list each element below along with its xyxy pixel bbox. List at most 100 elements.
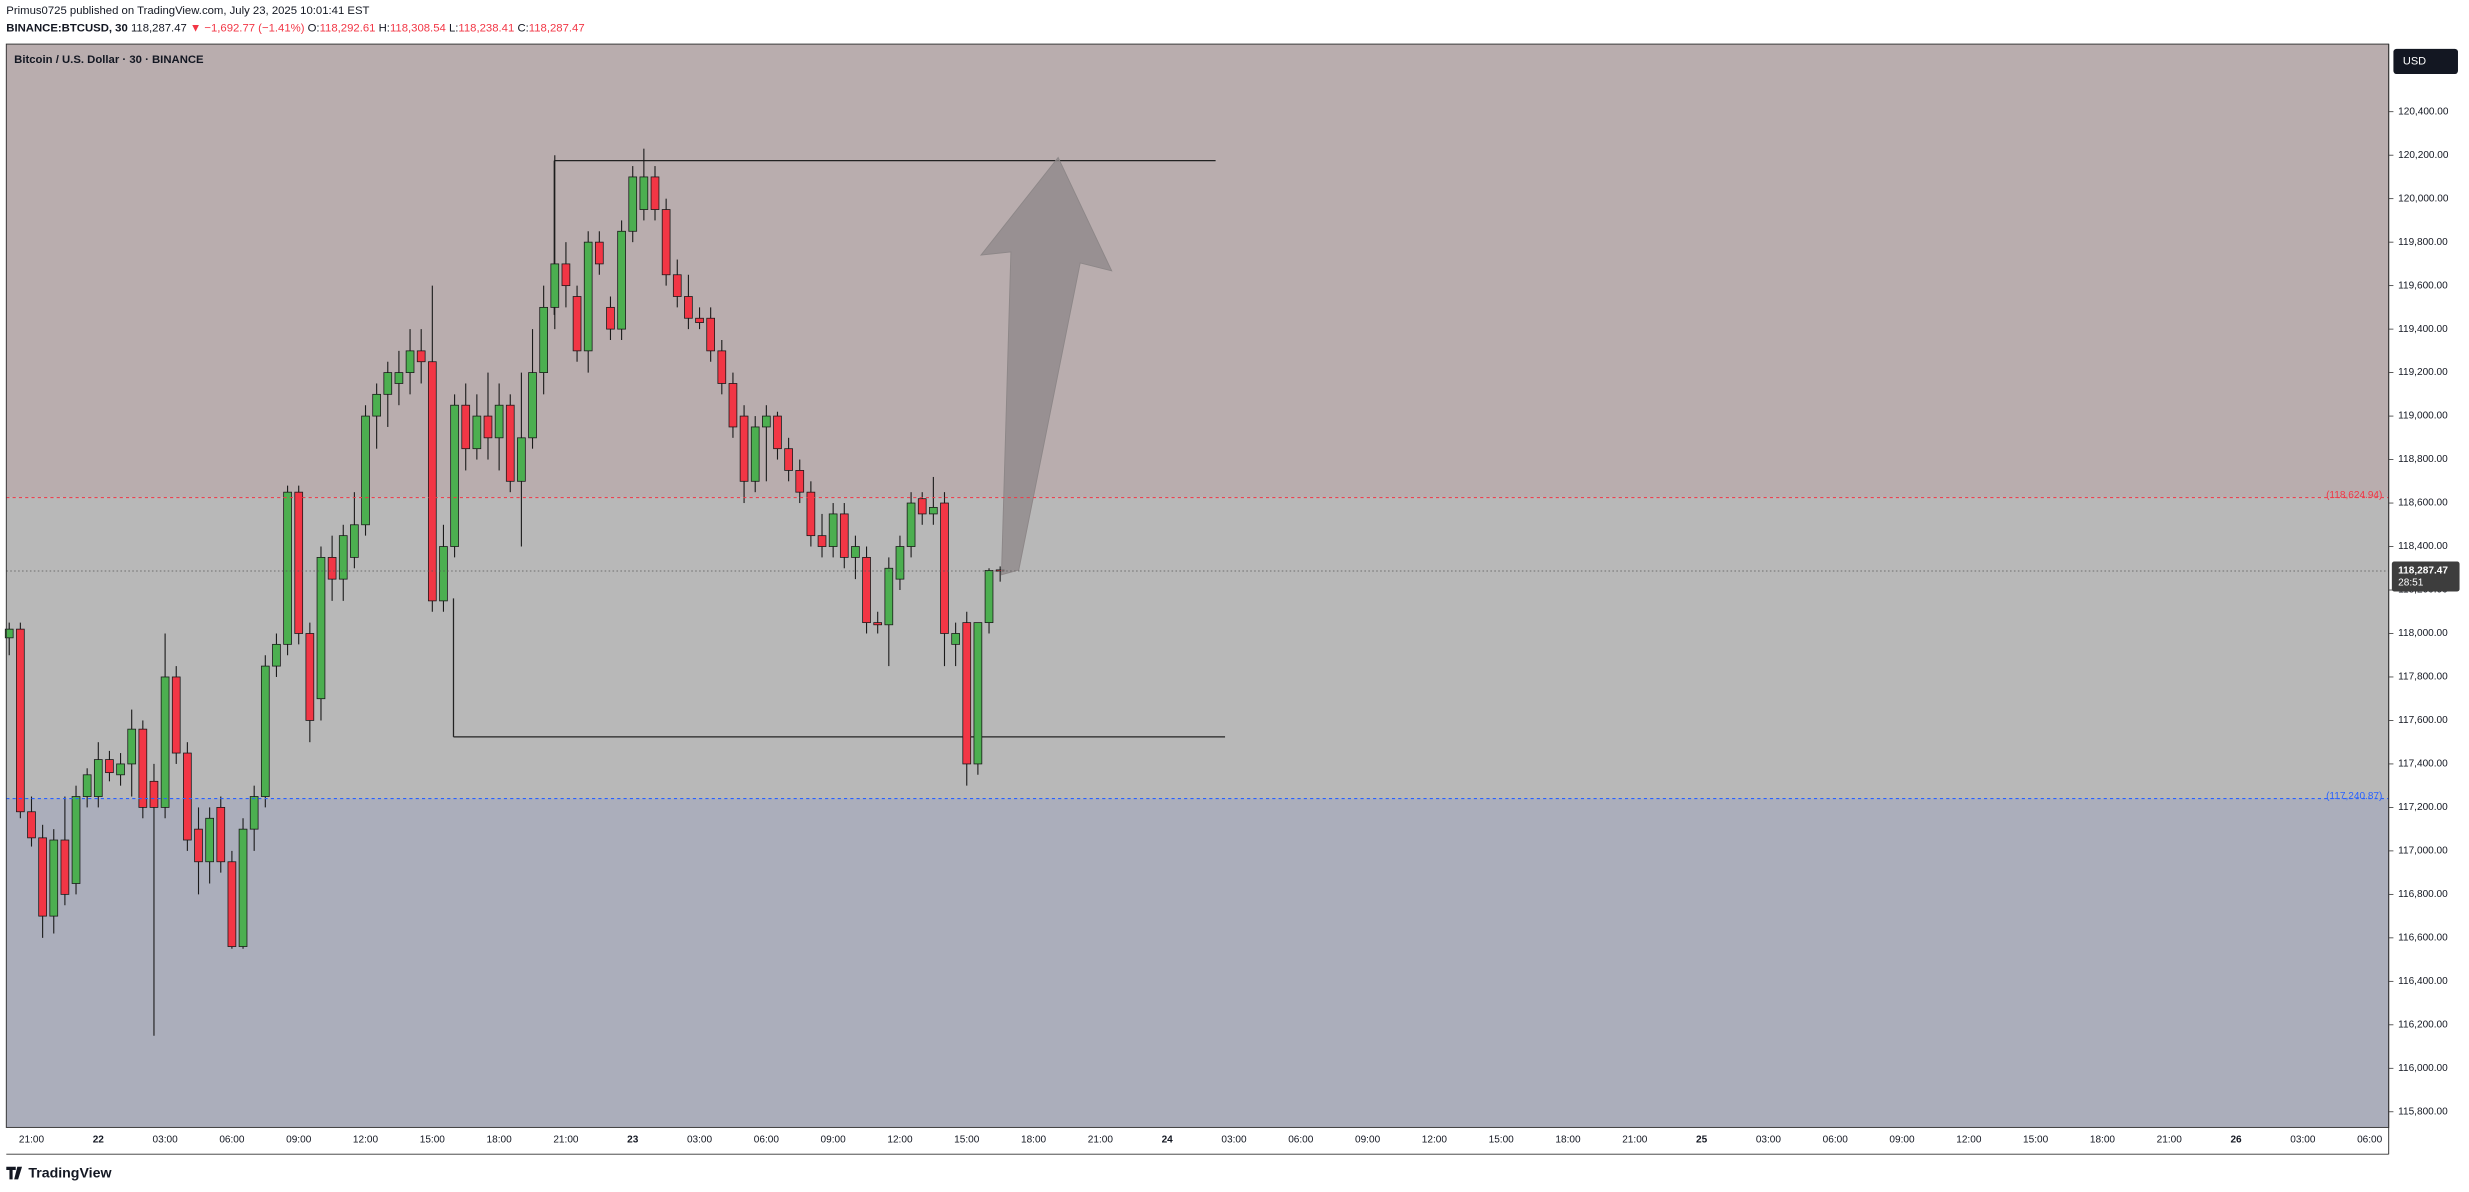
x-tick-label: 03:00: [687, 1135, 713, 1146]
y-tick-label: 116,200.00: [2398, 1019, 2448, 1030]
candle-body: [706, 317, 716, 352]
x-tick-label: 26: [2230, 1135, 2242, 1146]
candle-body: [350, 524, 359, 558]
candle-body: [884, 567, 894, 626]
y-tick-label: 116,400.00: [2398, 976, 2448, 987]
candle-body: [194, 828, 203, 863]
y-tick-label: 119,200.00: [2398, 367, 2448, 378]
x-tick-label: 09:00: [1889, 1135, 1915, 1146]
candle-body: [528, 372, 537, 439]
candle-body: [238, 828, 248, 947]
x-tick-label: 15:00: [954, 1135, 980, 1146]
candle-body: [684, 296, 693, 319]
candle-body: [773, 415, 782, 450]
zone: [6, 497, 2389, 799]
candle-body: [929, 506, 938, 515]
ohlc-value: 118,287.47: [529, 22, 585, 34]
candle-body: [394, 372, 404, 384]
candle-body: [851, 546, 860, 558]
y-tick-label: 118,400.00: [2398, 541, 2448, 552]
y-tick-label: 116,800.00: [2398, 889, 2448, 900]
symbol: BINANCE:BTCUSD, 30: [6, 22, 127, 34]
candle-body: [951, 633, 960, 645]
candle-body: [739, 415, 749, 482]
y-tick-label: 118,600.00: [2398, 498, 2448, 509]
x-tick-label: 06:00: [1823, 1135, 1849, 1146]
candle-body: [216, 807, 226, 863]
ohlc-value: 118,292.61: [320, 22, 376, 34]
level-label: (118,624.94): [2326, 490, 2382, 501]
candle-body: [49, 839, 59, 917]
y-tick-label: 119,000.00: [2398, 411, 2448, 422]
zone: [6, 798, 2389, 1128]
y-tick-label: 117,600.00: [2398, 715, 2448, 726]
candle-body: [416, 350, 426, 363]
logo-text: TradingView: [28, 1166, 112, 1182]
x-tick-label: 23: [627, 1135, 639, 1146]
x-tick-label: 06:00: [2357, 1135, 2383, 1146]
ohlc-key: H:: [379, 22, 390, 34]
candle-body: [361, 415, 370, 526]
candle-body: [294, 491, 304, 634]
candle-body: [984, 570, 994, 624]
last-price-label: 118,287.47: [2398, 566, 2448, 577]
currency-label[interactable]: USD: [2403, 55, 2426, 67]
candle-body: [93, 759, 103, 797]
x-tick-label: 06:00: [1288, 1135, 1314, 1146]
logo: TradingView: [6, 1166, 112, 1182]
y-tick-label: 119,400.00: [2398, 324, 2448, 335]
x-tick-label: 06:00: [219, 1135, 245, 1146]
x-tick-label: 18:00: [487, 1135, 513, 1146]
candle-body: [316, 556, 326, 700]
candle-body: [595, 241, 604, 265]
candle-body: [639, 176, 649, 210]
countdown: 28:51: [2398, 577, 2424, 588]
candle-body: [16, 628, 25, 813]
candle-body: [661, 209, 671, 276]
candle-body: [171, 676, 181, 754]
x-tick-label: 21:00: [553, 1135, 579, 1146]
arrow: ▼: [190, 22, 201, 34]
candle-body: [116, 763, 125, 776]
x-tick-label: 18:00: [1555, 1135, 1581, 1146]
x-tick-label: 03:00: [1221, 1135, 1247, 1146]
candle-body: [606, 306, 615, 330]
x-tick-label: 21:00: [19, 1135, 45, 1146]
y-tick-label: 115,800.00: [2398, 1106, 2448, 1117]
y-tick-label: 118,000.00: [2398, 628, 2448, 639]
candles: [4, 148, 1005, 1036]
x-tick-label: 09:00: [821, 1135, 847, 1146]
candle-body: [327, 556, 337, 580]
candle-body: [383, 372, 393, 395]
last: 118,287.47: [131, 22, 187, 34]
logo-mark: [6, 1166, 23, 1180]
candle-body: [483, 415, 493, 439]
x-tick-label: 09:00: [286, 1135, 312, 1146]
x-tick-label: 21:00: [1088, 1135, 1114, 1146]
candle-body: [750, 426, 760, 482]
y-tick-label: 120,200.00: [2398, 150, 2449, 161]
y-tick-label: 119,800.00: [2398, 237, 2448, 248]
candle-body: [338, 535, 348, 580]
candle-body: [895, 546, 905, 580]
candle-body: [472, 415, 482, 450]
currency-button[interactable]: [2393, 48, 2458, 75]
candle-body: [427, 361, 437, 602]
candle-body: [27, 811, 36, 839]
x-tick-label: 03:00: [2290, 1135, 2316, 1146]
zone: [6, 44, 2389, 498]
candle-body: [249, 796, 259, 830]
grid: 115,800.00 116,000.00 116,200.00 116,400.00…: [19, 106, 2449, 1145]
candle-body: [260, 665, 270, 797]
y-tick-label: 117,000.00: [2398, 846, 2448, 857]
candle-body: [38, 837, 47, 917]
candle-body: [583, 241, 593, 352]
candle-body: [828, 513, 838, 547]
candle-body: [82, 774, 92, 797]
arrow-drawing: [979, 156, 1113, 576]
candle-body: [272, 643, 281, 667]
change: −1,692.77 (−1.41%): [204, 22, 304, 34]
candle-body: [149, 780, 159, 808]
